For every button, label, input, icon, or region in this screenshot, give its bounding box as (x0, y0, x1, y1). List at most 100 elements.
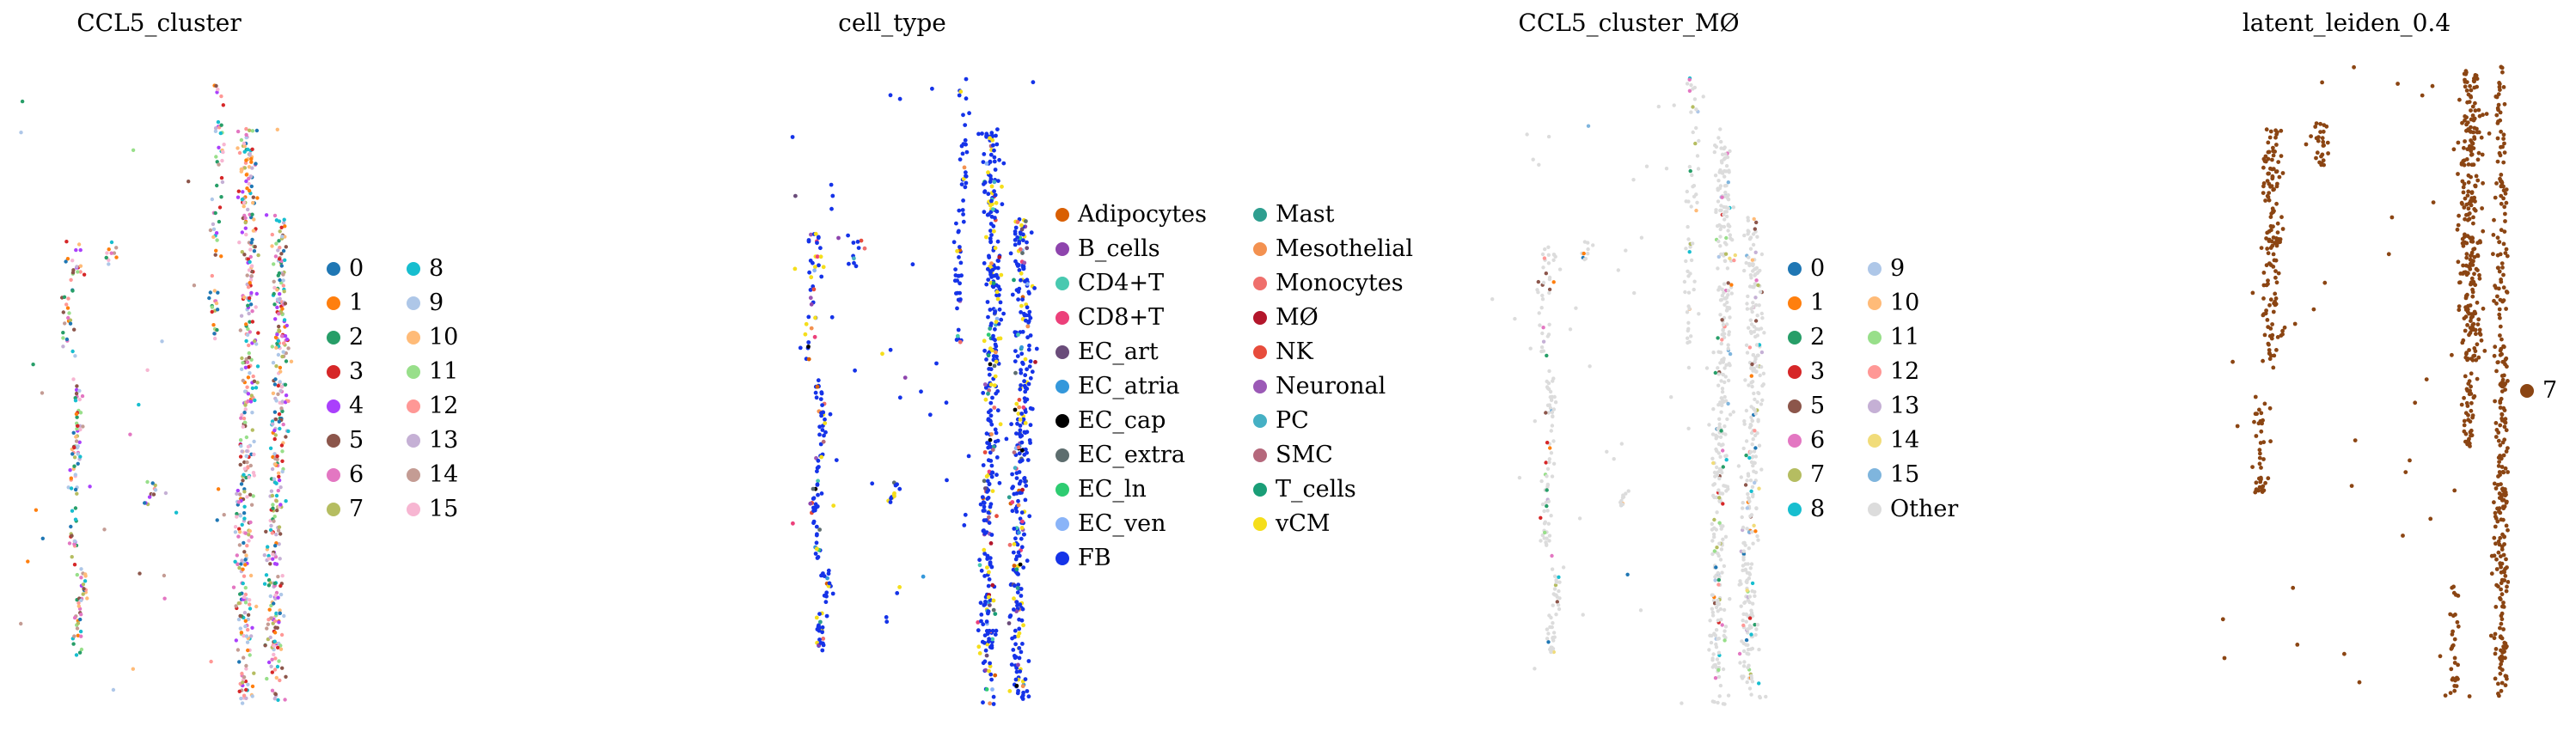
scatter-point (1747, 237, 1753, 241)
scatter-point (2480, 206, 2484, 210)
scatter-point (1714, 436, 1718, 441)
scatter-point (1751, 305, 1755, 309)
scatter-point (264, 573, 269, 577)
scatter-point (995, 259, 1000, 263)
scatter-point (280, 399, 285, 404)
scatter-point (249, 184, 254, 189)
scatter-point (1759, 467, 1764, 472)
scatter-point (75, 384, 79, 388)
scatter-point (248, 281, 252, 285)
scatter-point (2254, 434, 2259, 438)
scatter-point (2497, 693, 2501, 698)
scatter-point (276, 383, 280, 388)
scatter-point (2500, 465, 2505, 469)
scatter-point (821, 439, 826, 444)
scatter-point (1019, 310, 1023, 314)
scatter-point (1716, 223, 1720, 229)
scatter-point (991, 281, 996, 285)
scatter-point (1749, 460, 1754, 465)
legend-label: CD8+T (1078, 304, 1165, 331)
legend-label: Monocytes (1276, 270, 1404, 296)
scatter-point (1752, 330, 1756, 334)
scatter-point (240, 671, 244, 676)
scatter-point (1549, 398, 1554, 402)
scatter-point (812, 334, 817, 339)
scatter-point (1020, 519, 1025, 524)
scatter-point (1743, 567, 1748, 572)
scatter-point (1741, 641, 1746, 646)
scatter-point (2456, 223, 2461, 228)
scatter-point (1557, 267, 1563, 271)
scatter-point (242, 693, 247, 698)
scatter-point (252, 379, 257, 383)
scatter-point (2461, 338, 2466, 343)
scatter-point (2504, 200, 2509, 205)
scatter-point (2499, 144, 2503, 149)
scatter-point (2266, 149, 2271, 155)
scatter-point (2463, 216, 2467, 222)
scatter-point (2492, 353, 2497, 358)
legend-marker (1055, 208, 1069, 222)
scatter-point (1717, 285, 1722, 290)
scatter-point (957, 255, 961, 259)
scatter-point (192, 284, 197, 288)
scatter-point (69, 524, 73, 529)
scatter-point (2502, 229, 2507, 234)
scatter-point (244, 322, 248, 326)
scatter-point (816, 492, 820, 497)
scatter-point (994, 455, 1000, 460)
scatter-point (1581, 613, 1585, 617)
scatter-point (73, 506, 78, 510)
scatter-point (964, 76, 969, 82)
scatter-point (1015, 354, 1020, 358)
scatter-point (2506, 580, 2510, 584)
scatter-point (19, 131, 23, 135)
scatter-point (1013, 407, 1018, 412)
scatter-point (2220, 617, 2225, 622)
scatter-point (217, 205, 223, 210)
scatter-point (1692, 194, 1697, 198)
scatter-point (983, 518, 988, 522)
scatter-point (1536, 279, 1540, 284)
scatter-point (1012, 607, 1016, 612)
scatter-point (240, 356, 244, 361)
scatter-point (1017, 268, 1022, 272)
scatter-point (2504, 674, 2509, 679)
scatter-point (276, 248, 280, 253)
scatter-point (1539, 539, 1543, 543)
scatter-point (238, 592, 242, 596)
scatter-point (1026, 347, 1031, 352)
scatter-point (988, 326, 993, 331)
scatter-point (70, 452, 75, 456)
scatter-point (1719, 379, 1723, 383)
scatter-point (243, 531, 248, 535)
scatter-point (276, 352, 281, 357)
scatter-point (244, 663, 248, 668)
scatter-point (72, 563, 77, 567)
scatter-point (112, 251, 117, 255)
scatter-point (1013, 349, 1018, 353)
scatter-point (2462, 395, 2466, 400)
scatter-point (1539, 515, 1543, 520)
scatter-point (1726, 223, 1730, 227)
scatter-point (1741, 446, 1746, 451)
scatter-point (2492, 535, 2497, 540)
scatter-point (1019, 227, 1025, 232)
legend-label: 0 (1810, 255, 1826, 282)
scatter-point (2473, 327, 2478, 332)
scatter-point (989, 233, 994, 237)
scatter-point (262, 553, 266, 558)
scatter-point (1722, 394, 1727, 399)
scatter-point (147, 495, 152, 499)
scatter-point (284, 393, 289, 398)
legend-label: 7 (349, 496, 364, 522)
scatter-point (984, 282, 989, 287)
scatter-point (2470, 239, 2475, 244)
scatter-point (76, 424, 80, 428)
scatter-point (2320, 152, 2325, 157)
scatter-point (2452, 661, 2457, 665)
scatter-point (2474, 174, 2479, 179)
scatter-point (1722, 366, 1727, 370)
scatter-point (1751, 301, 1755, 305)
scatter-point (1014, 431, 1019, 436)
